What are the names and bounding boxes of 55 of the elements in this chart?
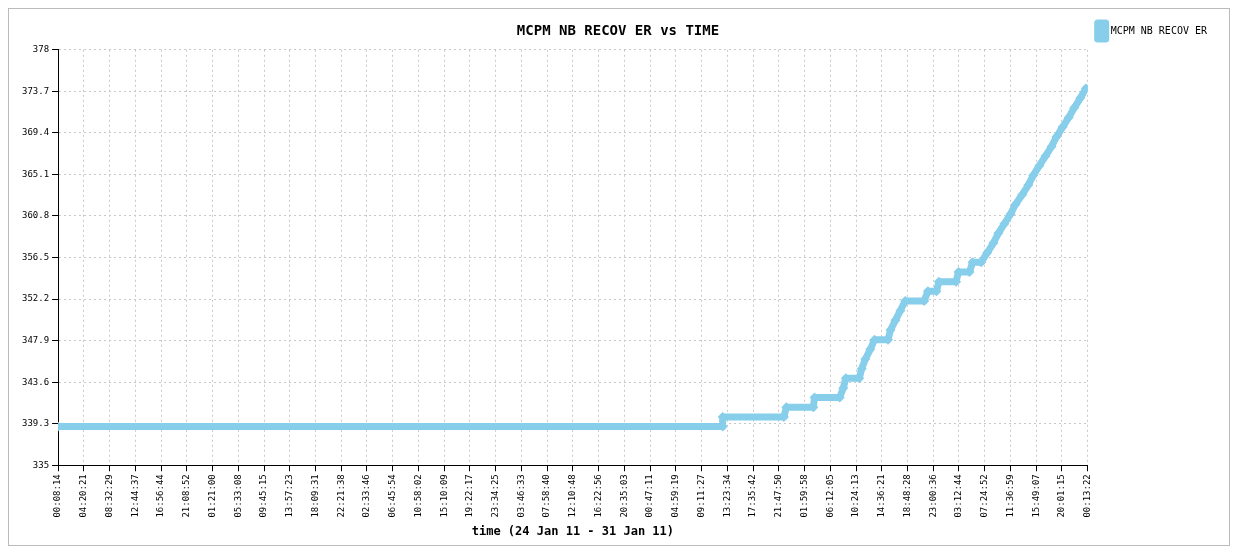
x-tick-label: 11:36:59 xyxy=(1004,474,1015,518)
x-tick-label: 20:01:15 xyxy=(1056,474,1067,518)
y-tick-label: 339.3 xyxy=(22,418,50,429)
x-tick-label: 10:58:02 xyxy=(412,474,423,518)
x-tick-label: 08:32:29 xyxy=(103,474,114,518)
x-tick-label: 02:33:46 xyxy=(361,474,372,518)
y-tick-label: 373.7 xyxy=(22,85,50,96)
x-tick-label: 21:47:50 xyxy=(773,474,784,518)
y-tick-label: 360.8 xyxy=(22,210,50,221)
y-tick-label: 347.9 xyxy=(22,334,50,345)
x-tick-label: 13:23:34 xyxy=(721,474,732,518)
x-tick-label: 22:21:38 xyxy=(335,474,346,518)
x-tick-label: 03:12:44 xyxy=(953,474,964,518)
x-tick-label: 06:45:54 xyxy=(387,474,398,518)
x-tick-label: 20:35:03 xyxy=(618,474,629,518)
x-tick-label: 14:36:21 xyxy=(876,474,887,518)
x-tick-label: 21:08:52 xyxy=(181,474,192,518)
x-tick-label: 04:20:21 xyxy=(78,474,89,518)
x-tick-label: 10:24:13 xyxy=(850,474,861,518)
x-tick-label: 00:13:22 xyxy=(1082,474,1093,518)
x-tick-label: 00:47:11 xyxy=(644,474,655,518)
x-tick-label: 16:56:44 xyxy=(155,474,166,518)
x-tick-label: 09:45:15 xyxy=(258,474,269,518)
x-tick-label: 17:35:42 xyxy=(747,474,758,518)
x-tick-label: 03:46:33 xyxy=(515,474,526,518)
x-tick-label: 07:24:52 xyxy=(979,474,990,518)
y-tick-label: 343.6 xyxy=(22,376,50,387)
x-tick-label: 04:59:19 xyxy=(670,474,681,518)
x-axis-title: time (24 Jan 11 - 31 Jan 11) xyxy=(471,523,675,538)
x-tick-label: 19:22:17 xyxy=(464,474,475,518)
y-tick-label: 369.4 xyxy=(22,127,50,138)
x-tick-label: 15:10:09 xyxy=(438,474,449,518)
legend-label: MCPM NB RECOV ER xyxy=(1110,24,1208,36)
x-tick-label: 12:44:37 xyxy=(129,474,140,518)
chart-title: MCPM NB RECOV ER vs TIME xyxy=(516,22,720,39)
x-tick-label: 23:00:36 xyxy=(927,474,938,518)
x-tick-label: 12:10:48 xyxy=(567,474,578,518)
x-tick-label: 01:59:58 xyxy=(798,474,809,518)
x-tick-label: 07:58:40 xyxy=(541,474,552,518)
x-tick-label: 18:48:28 xyxy=(901,474,912,518)
x-tick-label: 18:09:31 xyxy=(309,474,320,518)
x-tick-label: 15:49:07 xyxy=(1030,474,1041,518)
y-tick-label: 378 xyxy=(32,44,50,55)
y-tick-label: 335 xyxy=(32,459,50,470)
x-tick-label: 00:08:14 xyxy=(52,474,63,518)
y-tick-label: 356.5 xyxy=(22,251,50,262)
x-tick-label: 01:21:00 xyxy=(206,474,217,518)
x-tick-label: 09:11:27 xyxy=(695,474,706,518)
y-tick-label: 352.2 xyxy=(22,293,50,304)
x-tick-label: 23:34:25 xyxy=(490,474,501,518)
x-tick-label: 16:22:56 xyxy=(592,474,603,518)
x-tick-label: 06:12:05 xyxy=(824,474,835,518)
y-tick-label: 365.1 xyxy=(22,168,50,179)
x-tick-label: 05:33:08 xyxy=(232,474,243,518)
x-tick-label: 13:57:23 xyxy=(284,474,295,518)
